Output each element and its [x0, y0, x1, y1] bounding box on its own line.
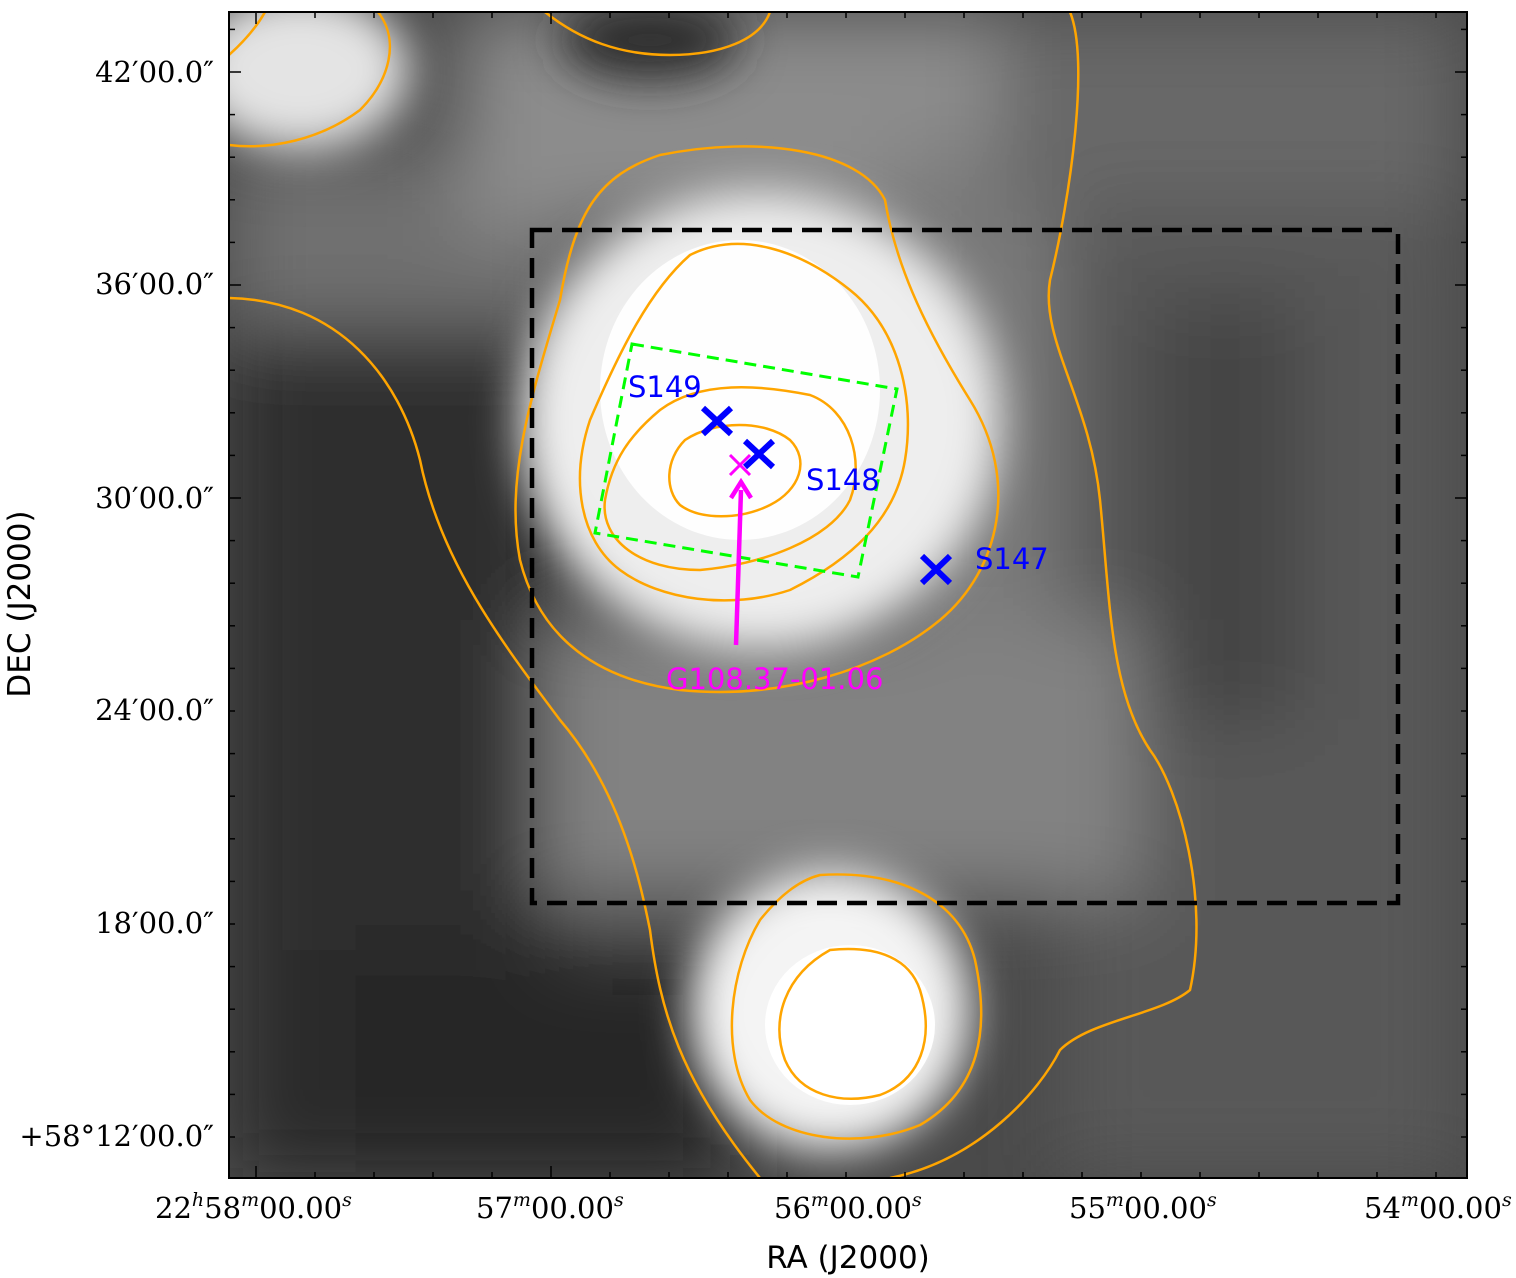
ra-tick-label: 55m00.00s [1069, 1189, 1217, 1225]
target-arrow [729, 477, 753, 646]
dec-tick-label: 36′00.0″ [95, 267, 214, 301]
grayscale-image [229, 12, 1467, 1178]
source-markers [700, 405, 953, 586]
s148-label: S148 [806, 463, 880, 497]
s147-label: S147 [975, 542, 1049, 576]
dec-tick-label: 42′00.0″ [95, 55, 214, 89]
ra-tick-labels: 22h58m00.00s 57m00.00s 56m00.00s 55m00.0… [155, 1189, 1512, 1225]
inner-field-box [593, 342, 899, 579]
s149-marker [700, 405, 734, 437]
dec-tick-label: 30′00.0″ [95, 481, 214, 515]
dec-tick-label: +58°12′00.0″ [19, 1119, 214, 1153]
plot-frame [228, 11, 1468, 1179]
ra-tick-label: 56m00.00s [774, 1189, 922, 1225]
contour-lines [229, 12, 1198, 1178]
s149-label: S149 [628, 370, 702, 404]
ra-tick-label: 22h58m00.00s [155, 1189, 352, 1225]
dec-tick-labels: 42′00.0″ 36′00.0″ 30′00.0″ 24′00.0″ 18′0… [19, 55, 214, 1153]
s148-marker [742, 438, 776, 470]
s147-marker [919, 553, 953, 586]
axis-ticks [229, 12, 1467, 1178]
ra-tick-label: 54m00.00s [1364, 1189, 1512, 1225]
target-marker [728, 453, 752, 477]
outer-field-box [529, 227, 1401, 906]
dec-tick-label: 24′00.0″ [95, 693, 214, 727]
x-axis-title: RA (J2000) [766, 1240, 930, 1276]
dec-tick-label: 18′00.0″ [95, 906, 214, 940]
target-label: G108.37-01.06 [666, 662, 883, 696]
ra-tick-label: 57m00.00s [476, 1189, 624, 1225]
y-axis-title: DEC (J2000) [2, 510, 38, 697]
